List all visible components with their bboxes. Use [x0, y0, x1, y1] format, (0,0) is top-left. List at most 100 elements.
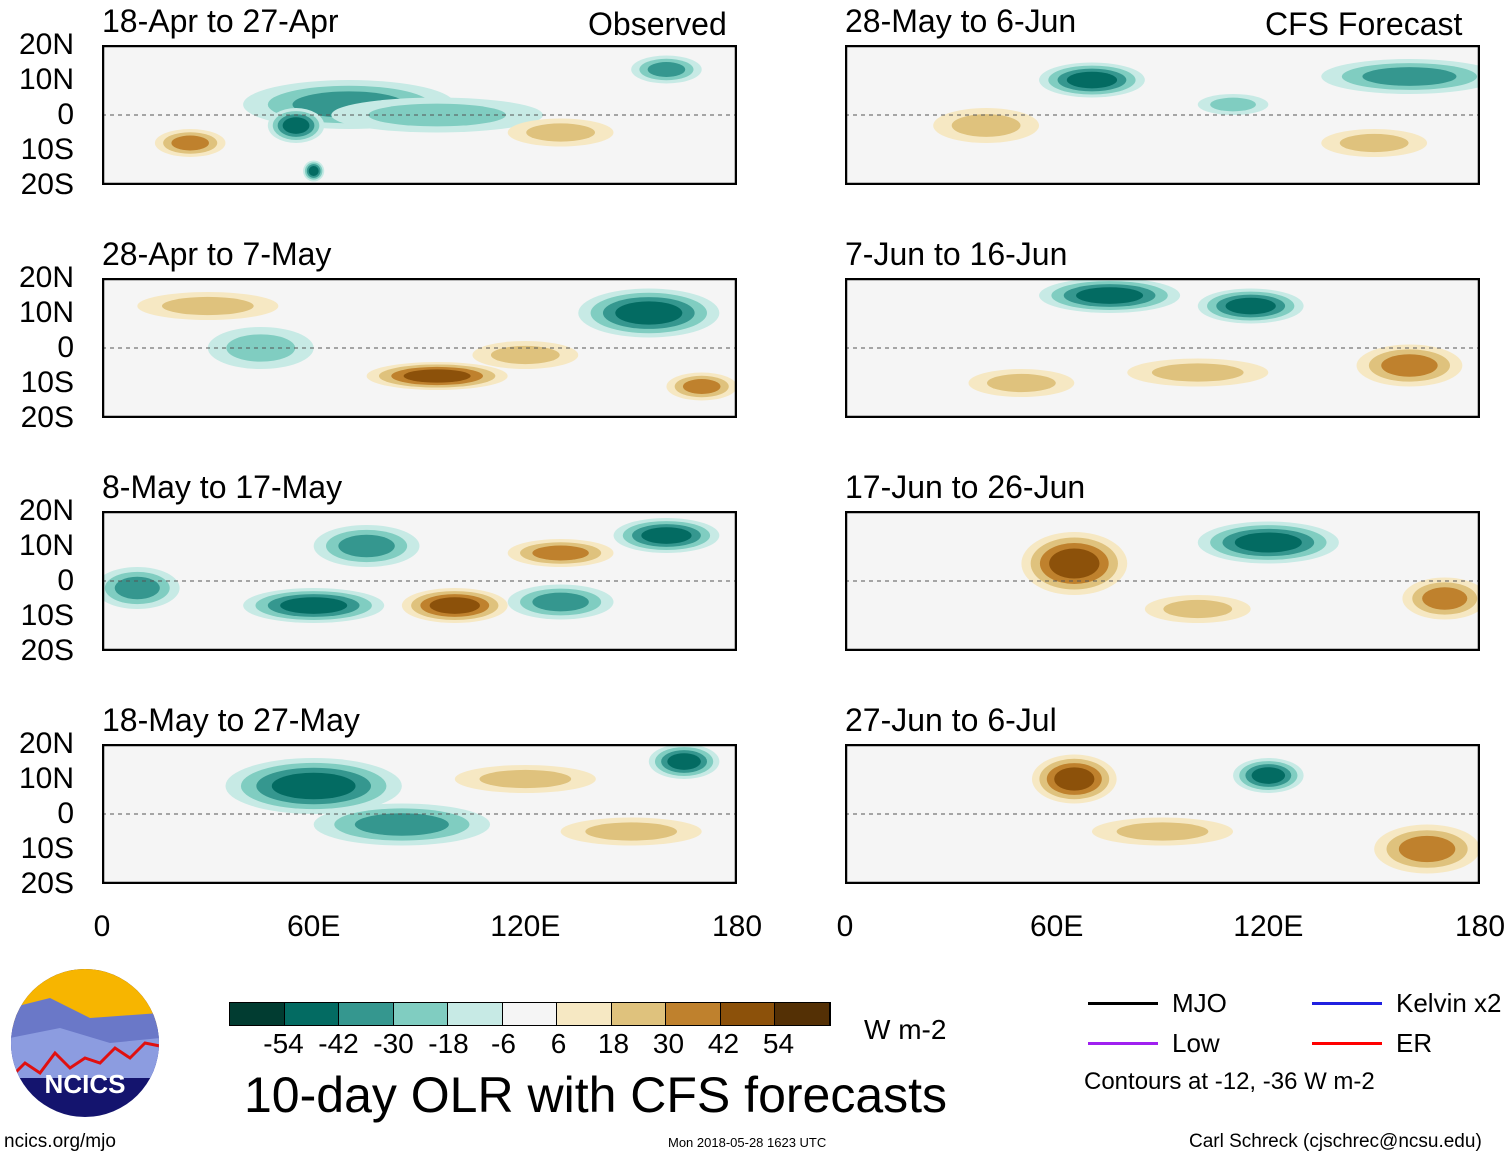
- olr-map-panel: [102, 511, 737, 651]
- olr-anomaly-blob: [308, 166, 319, 176]
- olr-anomaly-blob: [951, 114, 1021, 137]
- lat-tick-label: 20S: [20, 401, 74, 434]
- lat-tick-label: 0: [57, 98, 74, 131]
- olr-map-panel: [845, 744, 1480, 884]
- contour-note: Contours at -12, -36 W m-2: [1084, 1068, 1375, 1095]
- panel-frame: [845, 511, 1480, 651]
- figure-title: 10-day OLR with CFS forecasts: [244, 1067, 948, 1123]
- lon-tick-label: 60E: [1029, 910, 1084, 943]
- lat-tick-label: 0: [57, 564, 74, 597]
- olr-anomaly-blob: [615, 301, 683, 325]
- colorbar-tick-label: -54: [263, 1028, 304, 1059]
- colorbar-tick-label: -30: [373, 1028, 414, 1059]
- panel-title: 27-Jun to 6-Jul: [845, 702, 1057, 738]
- panel-title: 28-May to 6-Jun: [845, 3, 1077, 39]
- olr-anomaly-blob: [682, 379, 721, 394]
- lat-tick-label: 10S: [20, 133, 74, 166]
- lat-tick-label: 20N: [18, 28, 74, 61]
- olr-anomaly-blob: [171, 135, 210, 151]
- olr-anomaly-blob: [338, 534, 395, 558]
- lon-tick-label: 0: [93, 910, 111, 943]
- cfs-forecast-label: CFS Forecast: [1265, 6, 1463, 42]
- olr-anomaly-blob: [1381, 354, 1438, 377]
- olr-anomaly-blob: [1422, 587, 1468, 610]
- olr-anomaly-blob: [1054, 767, 1095, 791]
- olr-anomaly-blob: [1251, 767, 1286, 784]
- olr-anomaly-blob: [1210, 97, 1256, 112]
- colorbar-swatch: [720, 1003, 775, 1025]
- panel-title: 28-Apr to 7-May: [102, 236, 332, 272]
- panel-frame: [102, 45, 737, 185]
- olr-anomaly-blob: [1225, 297, 1276, 315]
- olr-anomaly-blob: [1066, 71, 1118, 89]
- olr-anomaly-blob: [1398, 835, 1456, 863]
- panel-frame: [102, 744, 737, 884]
- olr-anomaly-blob: [532, 545, 589, 561]
- lat-tick-label: 20N: [18, 261, 74, 294]
- panel-frame: [102, 278, 737, 418]
- olr-anomaly-blob: [479, 769, 572, 789]
- lat-tick-label: 20S: [20, 168, 74, 201]
- olr-anomaly-blob: [1339, 133, 1409, 153]
- olr-anomaly-blob: [667, 753, 701, 770]
- lat-tick-label: 10S: [20, 599, 74, 632]
- olr-anomaly-blob: [526, 123, 596, 142]
- colorbar-swatch: [448, 1003, 503, 1025]
- olr-anomaly-blob: [1362, 67, 1457, 86]
- olr-anomaly-blob: [161, 296, 254, 316]
- olr-anomaly-blob: [1163, 599, 1233, 619]
- lon-tick-label: 180: [711, 910, 763, 943]
- colorbar-swatch: [339, 1003, 394, 1025]
- colorbar-swatch: [775, 1003, 830, 1025]
- colorbar-tick-label: 18: [597, 1028, 630, 1059]
- olr-anomaly-blob: [226, 334, 296, 362]
- olr-anomaly-blob: [585, 822, 678, 841]
- panel-title: 17-Jun to 26-Jun: [845, 469, 1086, 505]
- colorbar-tick-label: -42: [318, 1028, 359, 1059]
- lon-tick-label: 120E: [490, 910, 561, 943]
- olr-anomaly-blob: [1076, 287, 1144, 304]
- panel-frame: [845, 278, 1480, 418]
- lat-tick-label: 10N: [18, 296, 74, 329]
- olr-anomaly-blob: [114, 576, 160, 600]
- kelvin-line-swatch: [1312, 1002, 1382, 1005]
- lat-tick-label: 20S: [20, 634, 74, 667]
- lat-tick-label: 0: [57, 331, 74, 364]
- lat-tick-label: 20N: [18, 494, 74, 527]
- mjo-line-swatch: [1088, 1002, 1158, 1005]
- ncics-logo: NCICS: [11, 969, 159, 1117]
- colorbar-tick-label: -18: [428, 1028, 469, 1059]
- low-line-swatch: [1088, 1042, 1158, 1045]
- lat-tick-label: 10S: [20, 832, 74, 865]
- lat-tick-label: 10N: [18, 762, 74, 795]
- panel-title: 18-May to 27-May: [102, 702, 360, 738]
- footer-timestamp: Mon 2018-05-28 1623 UTC: [668, 1135, 827, 1150]
- colorbar: [229, 1002, 831, 1026]
- footer-author: Carl Schreck (cjschrec@ncsu.edu): [1189, 1131, 1482, 1152]
- lat-tick-label: 20S: [20, 867, 74, 900]
- olr-anomaly-blob: [1234, 532, 1302, 553]
- er-line-swatch: [1312, 1042, 1382, 1045]
- olr-map-panel: [102, 45, 737, 185]
- olr-anomaly-blob: [354, 813, 449, 836]
- colorbar-tick-label: 30: [652, 1028, 685, 1059]
- olr-map-panel: [102, 744, 737, 884]
- colorbar-swatch: [666, 1003, 721, 1025]
- svg-text:NCICS: NCICS: [45, 1069, 126, 1099]
- colorbar-swatch: [393, 1003, 448, 1025]
- olr-anomaly-blob: [403, 369, 471, 383]
- observed-label: Observed: [588, 6, 727, 42]
- colorbar-swatch: [502, 1003, 557, 1025]
- colorbar-tick-label: 6: [550, 1028, 567, 1059]
- footer-url[interactable]: ncics.org/mjo: [4, 1131, 116, 1152]
- olr-anomaly-blob: [1151, 363, 1244, 382]
- panel-title: 7-Jun to 16-Jun: [845, 236, 1068, 272]
- lon-tick-label: 60E: [286, 910, 341, 943]
- olr-anomaly-blob: [368, 103, 506, 127]
- lat-tick-label: 20N: [18, 727, 74, 760]
- colorbar-tick-label: -6: [491, 1028, 516, 1059]
- legend-low: Low: [1088, 1028, 1220, 1059]
- olr-anomaly-blob: [641, 527, 692, 544]
- colorbar-swatch: [611, 1003, 666, 1025]
- olr-map-panel: [102, 278, 737, 418]
